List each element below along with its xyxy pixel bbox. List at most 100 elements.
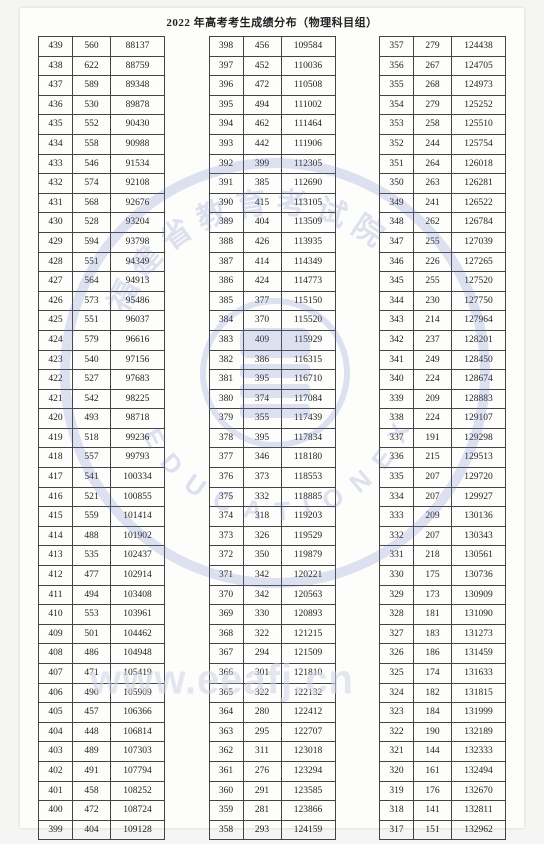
table-cell: 111906 [281, 134, 335, 154]
table-cell: 552 [73, 115, 111, 135]
table-cell: 119203 [281, 507, 335, 527]
table-cell: 89348 [111, 76, 165, 96]
table-cell: 144 [414, 742, 452, 762]
table-cell: 371 [209, 566, 243, 586]
table-cell: 132962 [452, 820, 506, 840]
table-cell: 383 [209, 330, 243, 350]
table-cell: 349 [380, 193, 414, 213]
table-cell: 362 [209, 742, 243, 762]
table-cell: 402 [39, 761, 73, 781]
table-cell: 125510 [452, 115, 506, 135]
table-cell: 330 [380, 566, 414, 586]
table-cell: 399 [243, 154, 281, 174]
table-cell: 105909 [111, 683, 165, 703]
table-cell: 388 [209, 232, 243, 252]
table-cell: 117439 [281, 409, 335, 429]
table-cell: 374 [243, 389, 281, 409]
table-cell: 120563 [281, 585, 335, 605]
table-row: 357279124438 [380, 37, 506, 57]
table-cell: 335 [380, 468, 414, 488]
table-row: 369330120893 [209, 605, 335, 625]
table-cell: 553 [73, 605, 111, 625]
table-cell: 366 [209, 664, 243, 684]
table-cell: 488 [73, 526, 111, 546]
table-cell: 486 [73, 644, 111, 664]
table-cell: 151 [414, 820, 452, 840]
table-cell: 367 [209, 644, 243, 664]
table-cell: 226 [414, 252, 452, 272]
table-row: 383409115929 [209, 330, 335, 350]
table-cell: 130343 [452, 526, 506, 546]
table-cell: 124705 [452, 56, 506, 76]
table-cell: 112305 [281, 154, 335, 174]
table-cell: 435 [39, 115, 73, 135]
table-row: 361276123294 [209, 761, 335, 781]
table-cell: 110508 [281, 76, 335, 96]
table-cell: 437 [39, 76, 73, 96]
table-cell: 109584 [281, 37, 335, 57]
table-cell: 395 [243, 370, 281, 390]
table-cell: 412 [39, 566, 73, 586]
table-cell: 96616 [111, 330, 165, 350]
table-cell: 230 [414, 291, 452, 311]
table-cell: 125754 [452, 134, 506, 154]
table-cell: 99793 [111, 448, 165, 468]
table-cell: 398 [209, 37, 243, 57]
table-cell: 424 [39, 330, 73, 350]
table-cell: 540 [73, 350, 111, 370]
table-row: 341249128450 [380, 350, 506, 370]
table-cell: 457 [73, 703, 111, 723]
table-row: 344230127750 [380, 291, 506, 311]
table-row: 365322122132 [209, 683, 335, 703]
table-row: 318141132811 [380, 801, 506, 821]
table-cell: 350 [380, 174, 414, 194]
table-cell: 118553 [281, 468, 335, 488]
table-row: 42049398718 [39, 409, 165, 429]
table-cell: 94913 [111, 272, 165, 292]
table-cell: 458 [73, 781, 111, 801]
table-cell: 279 [414, 95, 452, 115]
table-row: 384370115520 [209, 311, 335, 331]
table-cell: 108724 [111, 801, 165, 821]
table-cell: 322 [243, 624, 281, 644]
table-row: 370342120563 [209, 585, 335, 605]
table-cell: 311 [243, 742, 281, 762]
table-cell: 501 [73, 624, 111, 644]
table-cell: 433 [39, 154, 73, 174]
table-cell: 321 [380, 742, 414, 762]
table-cell: 352 [380, 134, 414, 154]
table-cell: 267 [414, 56, 452, 76]
table-cell: 97156 [111, 350, 165, 370]
table-row: 322190132189 [380, 722, 506, 742]
table-cell: 579 [73, 330, 111, 350]
table-row: 43257492108 [39, 174, 165, 194]
table-cell: 129927 [452, 487, 506, 507]
table-cell: 343 [380, 311, 414, 331]
table-cell: 279 [414, 37, 452, 57]
table-row: 401458108252 [39, 781, 165, 801]
table-cell: 113105 [281, 193, 335, 213]
table-row: 43653089878 [39, 95, 165, 115]
score-table-2: 3984561095843974521100363964721105083954… [209, 36, 336, 840]
table-row: 390415113105 [209, 193, 335, 213]
table-cell: 90430 [111, 115, 165, 135]
table-row: 360291123585 [209, 781, 335, 801]
table-cell: 322 [243, 683, 281, 703]
table-cell: 358 [209, 820, 243, 840]
table-row: 340224128674 [380, 370, 506, 390]
table-row: 333209130136 [380, 507, 506, 527]
table-cell: 127039 [452, 232, 506, 252]
table-cell: 132811 [452, 801, 506, 821]
table-cell: 128674 [452, 370, 506, 390]
table-row: 362311123018 [209, 742, 335, 762]
table-cell: 130136 [452, 507, 506, 527]
table-cell: 106814 [111, 722, 165, 742]
table-cell: 389 [209, 213, 243, 233]
table-cell: 120893 [281, 605, 335, 625]
table-cell: 373 [243, 468, 281, 488]
table-cell: 439 [39, 37, 73, 57]
table-cell: 530 [73, 95, 111, 115]
table-row: 373326119529 [209, 526, 335, 546]
table-cell: 564 [73, 272, 111, 292]
table-row: 367294121509 [209, 644, 335, 664]
